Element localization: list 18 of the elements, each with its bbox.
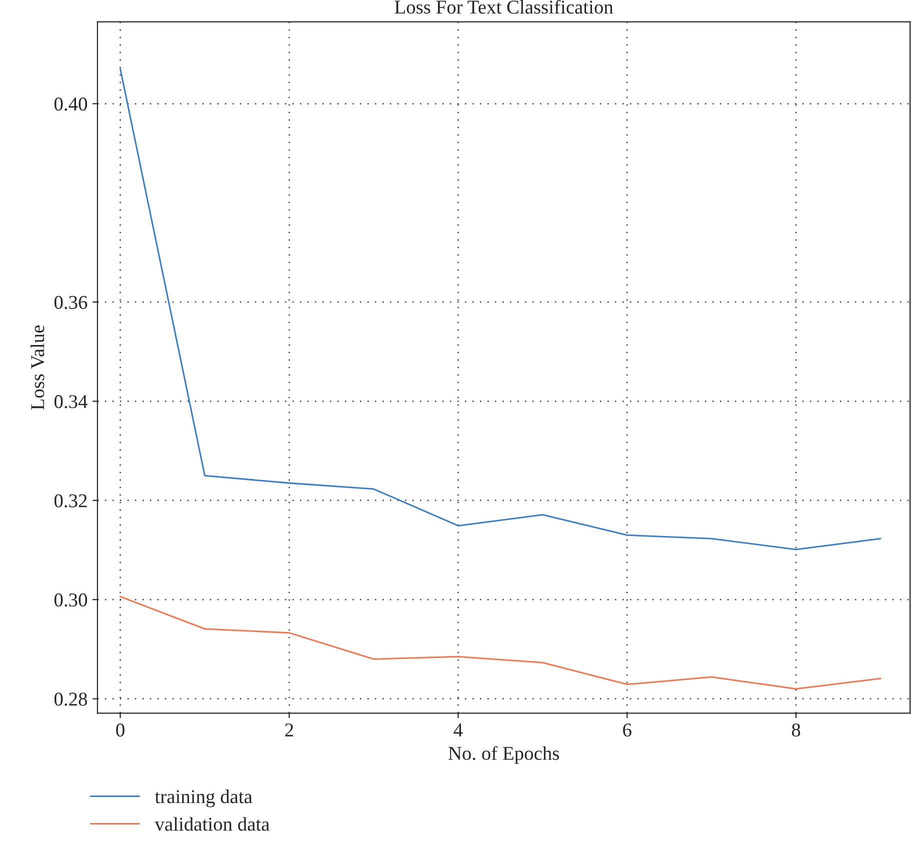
legend-label: training data	[154, 790, 252, 808]
chart-title: Loss For Text Classification	[394, 0, 614, 14]
y-tick-label: 0.28	[54, 692, 88, 706]
y-tick-label: 0.30	[54, 593, 88, 607]
legend-label: validation data	[154, 817, 270, 831]
x-axis-title: No. of Epochs	[448, 746, 559, 764]
x-tick-label: 6	[623, 724, 632, 737]
line-series	[120, 68, 882, 550]
y-tick-label: 0.34	[54, 395, 88, 408]
x-tick-label: 0	[116, 723, 124, 737]
y-axis-title: Loss Value	[30, 325, 44, 410]
y-tick-label: 0.40	[54, 98, 88, 111]
x-tick-label: 2	[285, 724, 294, 736]
line-series	[120, 596, 882, 690]
y-tick-label: 0.32	[54, 494, 87, 508]
y-tick-label: 0.36	[54, 296, 88, 310]
x-tick-label: 8	[792, 723, 800, 737]
x-tick-label: 4	[454, 724, 463, 736]
